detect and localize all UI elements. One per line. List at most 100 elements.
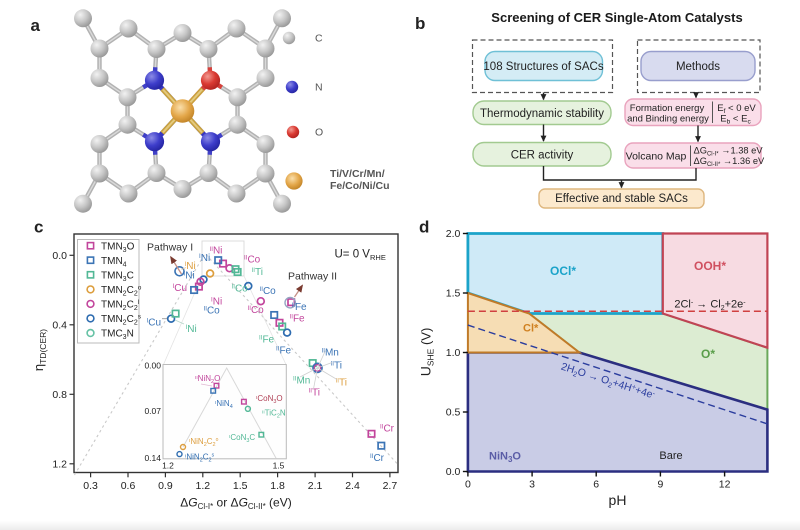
svg-text:IINiN2O: IINiN2O bbox=[195, 374, 220, 385]
svg-text:ICu: ICu bbox=[147, 317, 162, 328]
svg-text:Eb < Ec: Eb < Ec bbox=[720, 114, 751, 126]
svg-text:1.5: 1.5 bbox=[446, 288, 461, 300]
svg-text:b: b bbox=[415, 14, 425, 33]
svg-text:ICoN3O: ICoN3O bbox=[256, 394, 283, 405]
svg-text:Fe/Co/Ni/Cu: Fe/Co/Ni/Cu bbox=[330, 180, 390, 192]
svg-text:IICo: IICo bbox=[244, 254, 261, 265]
svg-text:2.7: 2.7 bbox=[383, 480, 398, 492]
svg-text:a: a bbox=[31, 16, 41, 35]
svg-text:IITi: IITi bbox=[309, 387, 320, 398]
svg-text:0.3: 0.3 bbox=[83, 480, 98, 492]
svg-text:TMN3O: TMN3O bbox=[101, 241, 135, 254]
svg-text:IICr: IICr bbox=[380, 423, 395, 434]
svg-text:1.5: 1.5 bbox=[273, 461, 285, 471]
svg-text:0.8: 0.8 bbox=[52, 389, 67, 401]
svg-text:1.8: 1.8 bbox=[270, 480, 285, 492]
svg-text:IIMn: IIMn bbox=[322, 347, 339, 358]
svg-text:0: 0 bbox=[465, 479, 471, 491]
svg-text:0.00: 0.00 bbox=[144, 361, 161, 371]
svg-text:Bare: Bare bbox=[659, 450, 682, 462]
svg-text:OOH*: OOH* bbox=[694, 259, 726, 273]
svg-text:6: 6 bbox=[593, 479, 599, 491]
svg-text:Formation energy: Formation energy bbox=[630, 103, 705, 114]
svg-text:3: 3 bbox=[529, 479, 535, 491]
svg-text:TMN3C: TMN3C bbox=[101, 270, 134, 283]
svg-text:IICo: IICo bbox=[232, 283, 249, 294]
svg-text:INiN2C2s: INiN2C2s bbox=[185, 453, 215, 464]
svg-text:O: O bbox=[315, 127, 323, 139]
svg-text:C: C bbox=[315, 33, 323, 45]
svg-text:IIFe: IIFe bbox=[259, 334, 275, 345]
svg-text:INi: INi bbox=[199, 253, 210, 264]
svg-text:IITi: IITi bbox=[331, 360, 342, 371]
svg-text:Pathway I: Pathway I bbox=[147, 242, 193, 254]
svg-text:IICo: IICo bbox=[204, 305, 221, 316]
svg-text:IICr: IICr bbox=[370, 453, 385, 464]
svg-text:U= 0 VRHE: U= 0 VRHE bbox=[335, 249, 386, 263]
svg-text:1.2: 1.2 bbox=[162, 461, 174, 471]
svg-text:TMN2C2l: TMN2C2l bbox=[101, 299, 140, 312]
svg-text:0.4: 0.4 bbox=[52, 319, 67, 331]
svg-text:INi: INi bbox=[184, 270, 195, 281]
svg-text:c: c bbox=[34, 218, 43, 237]
svg-text:TMN2C2s: TMN2C2s bbox=[101, 314, 142, 327]
svg-text:OCl*: OCl* bbox=[550, 264, 576, 278]
svg-text:1.5: 1.5 bbox=[233, 480, 248, 492]
svg-text:0.5: 0.5 bbox=[446, 407, 461, 419]
svg-text:IIMn: IIMn bbox=[293, 375, 310, 386]
svg-text:1.0: 1.0 bbox=[446, 347, 461, 359]
svg-text:USHE (V): USHE (V) bbox=[418, 328, 436, 377]
svg-text:ηTD(CER): ηTD(CER) bbox=[31, 329, 48, 371]
svg-text:Volcano Map: Volcano Map bbox=[626, 150, 687, 162]
svg-text:INi: INi bbox=[186, 324, 197, 335]
svg-text:IIFe: IIFe bbox=[276, 345, 292, 356]
svg-text:INi: INi bbox=[185, 261, 196, 272]
svg-text:2.0: 2.0 bbox=[446, 228, 461, 240]
svg-text:9: 9 bbox=[657, 479, 663, 491]
svg-text:INiN2C2o: INiN2C2o bbox=[189, 437, 219, 448]
svg-text:Cl*: Cl* bbox=[523, 323, 539, 335]
svg-text:Ef < 0 eV: Ef < 0 eV bbox=[717, 103, 756, 115]
svg-text:IIFe: IIFe bbox=[292, 302, 308, 313]
svg-text:IIFe: IIFe bbox=[290, 313, 306, 324]
svg-text:IITi: IITi bbox=[336, 377, 347, 388]
svg-text:ICoN3C: ICoN3C bbox=[229, 433, 255, 444]
svg-text:0.07: 0.07 bbox=[144, 406, 161, 416]
svg-text:0.9: 0.9 bbox=[158, 480, 173, 492]
svg-text:1.2: 1.2 bbox=[195, 480, 210, 492]
svg-text:IITi: IITi bbox=[252, 267, 263, 278]
svg-text:Effective and stable SACs: Effective and stable SACs bbox=[555, 193, 688, 205]
svg-text:O*: O* bbox=[701, 347, 715, 361]
svg-text:pH: pH bbox=[609, 492, 627, 508]
svg-text:0.14: 0.14 bbox=[144, 453, 161, 463]
svg-text:0.0: 0.0 bbox=[446, 466, 461, 478]
svg-text:IINi: IINi bbox=[210, 246, 223, 257]
svg-text:1.2: 1.2 bbox=[52, 458, 67, 470]
svg-text:0.0: 0.0 bbox=[52, 250, 67, 262]
svg-text:Thermodynamic stability: Thermodynamic stability bbox=[480, 108, 604, 120]
svg-text:12: 12 bbox=[719, 479, 731, 491]
svg-text:Screening of CER Single-Atom C: Screening of CER Single-Atom Catalysts bbox=[491, 10, 742, 25]
svg-text:NiN3O: NiN3O bbox=[489, 451, 521, 465]
svg-text:0.6: 0.6 bbox=[121, 480, 136, 492]
svg-text:and Binding energy: and Binding energy bbox=[627, 114, 709, 125]
svg-text:2.1: 2.1 bbox=[308, 480, 323, 492]
svg-text:2Cl- → Cl2+2e-: 2Cl- → Cl2+2e- bbox=[674, 299, 746, 313]
svg-text:CER activity: CER activity bbox=[511, 149, 574, 161]
svg-text:IITiC2N: IITiC2N bbox=[262, 409, 286, 420]
svg-text:TMN4: TMN4 bbox=[101, 256, 127, 269]
svg-text:INiN4: INiN4 bbox=[215, 399, 233, 410]
svg-text:Ti/V/Cr/Mn/: Ti/V/Cr/Mn/ bbox=[330, 168, 385, 180]
svg-text:Methods: Methods bbox=[676, 61, 720, 73]
svg-text:d: d bbox=[419, 218, 429, 237]
svg-text:Pathway II: Pathway II bbox=[288, 271, 337, 283]
svg-text:IICo: IICo bbox=[248, 305, 265, 316]
svg-text:TMC3N: TMC3N bbox=[101, 329, 134, 342]
svg-text:ΔGCl-I* or ΔGCl-II* (eV): ΔGCl-I* or ΔGCl-II* (eV) bbox=[180, 496, 291, 512]
svg-text:ICu: ICu bbox=[173, 283, 188, 294]
svg-text:108 Structures of SACs: 108 Structures of SACs bbox=[483, 61, 603, 73]
svg-text:IICo: IICo bbox=[260, 286, 277, 297]
svg-text:INi: INi bbox=[211, 296, 222, 307]
svg-text:TMN2C2o: TMN2C2o bbox=[101, 285, 142, 298]
svg-text:N: N bbox=[315, 82, 323, 94]
